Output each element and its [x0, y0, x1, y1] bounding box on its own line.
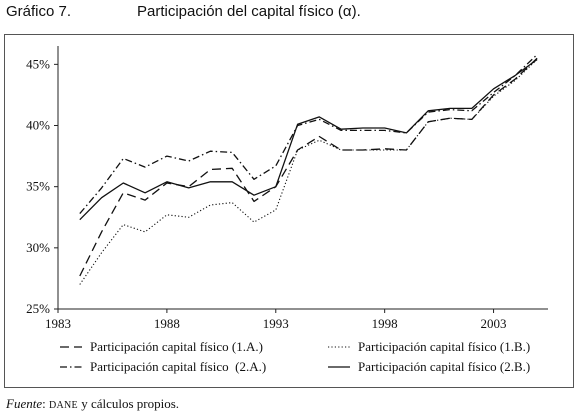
y-tick-label: 25%: [26, 301, 50, 316]
x-tick-label: 1988: [154, 316, 180, 331]
y-tick-label: 40%: [26, 118, 50, 133]
figure-header: Gráfico 7. Participación del capital fís…: [6, 3, 576, 25]
legend-label-2: Participación capital físico (1.B.): [358, 339, 530, 354]
y-tick-label: 45%: [26, 56, 50, 71]
source-org: DANE: [48, 400, 78, 411]
legend-label-1: Participación capital físico (1.A.): [90, 339, 263, 354]
y-tick-label: 30%: [26, 240, 50, 255]
series-line-4: [79, 58, 538, 221]
legend-label-3: Participación capital físico (2.A.): [90, 359, 266, 374]
source-separator: :: [42, 396, 49, 411]
series-line-3: [79, 54, 538, 215]
chart-frame: [4, 34, 574, 388]
x-tick-label: 1998: [372, 316, 398, 331]
series-line-2: [79, 59, 538, 285]
x-tick-label: 1993: [263, 316, 289, 331]
series-line-1: [79, 57, 538, 277]
chart-title: Participación del capital físico (α).: [137, 3, 361, 20]
y-tick-label: 35%: [26, 179, 50, 194]
x-tick-label: 2003: [481, 316, 507, 331]
source-rest: y cálculos propios.: [77, 396, 180, 411]
figure-number: Gráfico 7.: [6, 3, 72, 20]
legend-label-4: Participación capital físico (2.B.): [358, 359, 530, 374]
source-label: Fuente: [6, 396, 43, 411]
x-tick-label: 1983: [45, 316, 71, 331]
source-note: Fuente: DANE y cálculos propios.: [6, 396, 179, 412]
